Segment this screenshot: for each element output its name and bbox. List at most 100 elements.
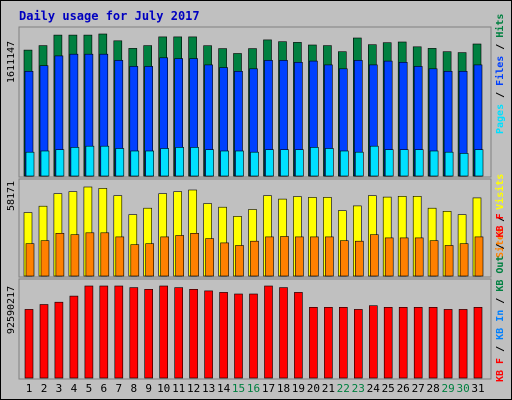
y-max-label-kbf: 92590217 [6,286,17,334]
bar-sites-day-28 [429,240,439,277]
bar-kbf-day-25 [383,306,393,379]
x-tick-label-day-17: 17 [262,382,275,395]
x-tick-label-day-3: 3 [56,382,63,395]
bar-pages-day-6 [100,145,110,177]
y-max-label-visits: 58171 [6,181,17,211]
legend-mid: Sites / Visits [494,174,506,258]
x-tick-label-day-20: 20 [307,382,320,395]
bar-pages-day-13 [205,149,214,177]
bar-pages-day-21 [325,148,334,177]
x-tick-label-day-14: 14 [217,382,231,395]
legend-kbin: KB In [495,310,506,340]
bar-sites-day-7 [115,236,125,277]
x-tick-label-day-31: 31 [471,382,484,395]
bar-sites-day-17 [265,236,274,277]
bar-kbf-day-11 [174,287,183,379]
bar-sites-day-18 [280,236,289,277]
bar-sites-day-2 [40,240,50,277]
bar-pages-day-11 [175,147,184,177]
x-tick-label-day-19: 19 [292,382,305,395]
legend-sep: / [495,237,506,255]
x-tick-label-day-5: 5 [86,382,93,395]
bar-pages-day-17 [265,149,274,177]
bar-pages-day-23 [354,151,364,177]
bar-sites-day-13 [205,238,214,277]
bar-kbf-day-17 [264,285,273,379]
chart-title: Daily usage for July 2017 [19,9,200,23]
bar-pages-day-22 [339,150,349,177]
legend-sep: / [495,86,506,104]
x-tick-label-day-8: 8 [130,382,137,395]
bar-sites-day-9 [145,243,154,277]
bar-sites-day-21 [325,236,334,277]
bar-kbf-day-5 [84,285,94,379]
bar-sites-day-3 [55,233,65,277]
bar-pages-day-10 [160,148,169,177]
bar-kbf-day-14 [219,292,228,379]
bar-sites-day-27 [414,237,424,277]
bar-pages-day-1 [25,151,35,177]
bar-pages-day-25 [384,149,394,177]
x-tick-label-day-11: 11 [172,382,185,395]
x-tick-label-day-23: 23 [352,382,365,395]
bar-sites-day-1 [25,243,35,277]
x-tick-label-day-28: 28 [426,382,439,395]
bar-pages-day-15 [235,150,244,177]
bar-sites-day-30 [459,243,469,277]
x-tick-label-day-1: 1 [26,382,33,395]
x-tick-label-day-25: 25 [382,382,395,395]
bar-sites-day-19 [295,236,304,277]
bar-pages-day-28 [429,150,439,177]
x-tick-label-day-18: 18 [277,382,290,395]
legend-sep: / [495,292,506,310]
bar-kbf-day-13 [204,290,213,379]
bar-sites-day-25 [384,237,394,277]
legend-bottom: KB F / KB In / KB Out / KB F [495,213,506,382]
x-tick-label-day-6: 6 [100,382,107,395]
bar-kbf-day-28 [428,306,438,379]
bar-kbf-day-19 [294,292,303,379]
x-tick-label-day-10: 10 [157,382,170,395]
bar-pages-day-29 [444,151,454,177]
legend-hits: Hits [494,14,506,38]
bar-kbf-day-3 [54,301,64,379]
x-tick-label-day-2: 2 [41,382,48,395]
bar-pages-day-16 [250,151,259,177]
legend-visits: Visits [494,174,506,210]
bar-sites-day-24 [369,234,379,277]
bar-kbf-day-18 [279,287,288,379]
bar-pages-day-14 [220,150,229,177]
x-tick-label-day-4: 4 [71,382,78,395]
bar-sites-day-4 [70,234,80,277]
legend-sites: Sites [494,228,506,258]
legend-top: Pages / Files / Hits [494,14,506,134]
bar-kbf-day-23 [353,309,363,379]
bar-kbf-day-21 [324,306,333,379]
bar-pages-day-9 [145,150,154,177]
x-tick-label-day-21: 21 [322,382,335,395]
bar-sites-day-29 [444,245,454,277]
x-tick-label-day-12: 12 [187,382,200,395]
bar-kbf-day-22 [338,306,348,379]
bar-sites-day-6 [100,232,110,277]
bar-sites-day-8 [130,244,140,277]
bar-pages-day-4 [70,147,80,177]
x-tick-label-day-9: 9 [145,382,152,395]
x-tick-label-day-30: 30 [456,382,469,395]
x-tick-label-day-7: 7 [115,382,122,395]
bar-kbf-day-2 [39,304,49,379]
bar-sites-day-26 [399,237,409,277]
bar-kbf-day-26 [398,306,408,379]
bar-pages-day-27 [414,149,424,177]
bar-pages-day-24 [369,145,379,177]
x-tick-label-day-29: 29 [441,382,454,395]
bar-kbf-day-24 [368,305,378,379]
bar-kbf-day-31 [473,306,483,379]
bar-kbf-day-9 [144,288,153,379]
bar-pages-day-26 [399,149,409,177]
bar-kbf-day-12 [189,288,198,379]
bar-kbf-day-4 [69,295,79,379]
x-tick-label-day-26: 26 [397,382,410,395]
legend-files: Files [494,56,506,86]
